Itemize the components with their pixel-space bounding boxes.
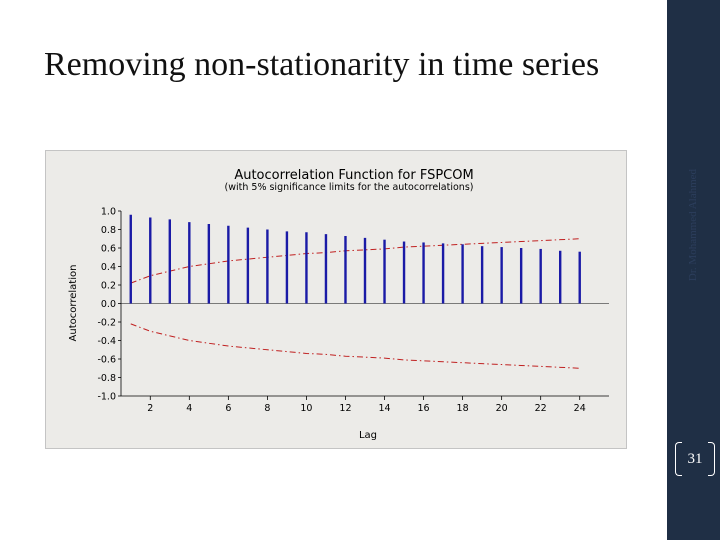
x-tick-label: 14 <box>378 403 390 414</box>
x-tick-label: 12 <box>339 403 351 414</box>
y-tick-label: 0.8 <box>101 225 116 236</box>
y-tick-label: 0.6 <box>101 244 116 255</box>
y-tick-label: -0.4 <box>97 336 116 347</box>
page-number: 31 <box>687 451 703 467</box>
lower-significance-limit <box>130 323 580 369</box>
x-tick-label: 8 <box>264 403 270 414</box>
y-tick-label: -1.0 <box>97 392 116 403</box>
y-tick-label: 0.4 <box>101 262 116 273</box>
plot-area: 1.00.80.60.40.20.0-0.2-0.4-0.6-0.8-1.02 4… <box>97 207 609 414</box>
author-credit: Dr. Mohammed Alahmed <box>687 168 699 282</box>
right-bracket <box>708 442 715 476</box>
x-tick-label: 22 <box>535 403 547 414</box>
page-number-box: 31 <box>672 442 718 476</box>
chart-subtitle: (with 5% significance limits for the aut… <box>225 182 474 193</box>
y-tick-label: 0.0 <box>101 299 116 310</box>
slide-title: Removing non-stationarity in time series <box>44 46 600 83</box>
x-tick-label: 2 <box>147 403 153 414</box>
x-axis-label: Lag <box>359 430 377 441</box>
y-tick-label: -0.8 <box>97 373 116 384</box>
y-tick-label: 1.0 <box>101 207 116 218</box>
upper-significance-limit <box>130 238 580 284</box>
left-bracket <box>675 442 682 476</box>
acf-chart: Autocorrelation Function for FSPCOM (wit… <box>45 150 627 449</box>
chart-title: Autocorrelation Function for FSPCOM <box>234 168 473 183</box>
x-tick-label: 18 <box>457 403 469 414</box>
y-tick-label: -0.2 <box>97 318 116 329</box>
x-tick-label: 16 <box>418 403 430 414</box>
chart-canvas: Autocorrelation Function for FSPCOM (wit… <box>68 168 609 441</box>
x-tick-label: 6 <box>225 403 231 414</box>
y-tick-label: -0.6 <box>97 355 116 366</box>
x-tick-label: 10 <box>300 403 312 414</box>
x-tick-label: 24 <box>574 403 586 414</box>
y-tick-label: 0.2 <box>101 281 116 292</box>
y-axis-label: Autocorrelation <box>68 265 79 342</box>
x-tick-label: 4 <box>186 403 192 414</box>
x-tick-label: 20 <box>496 403 508 414</box>
